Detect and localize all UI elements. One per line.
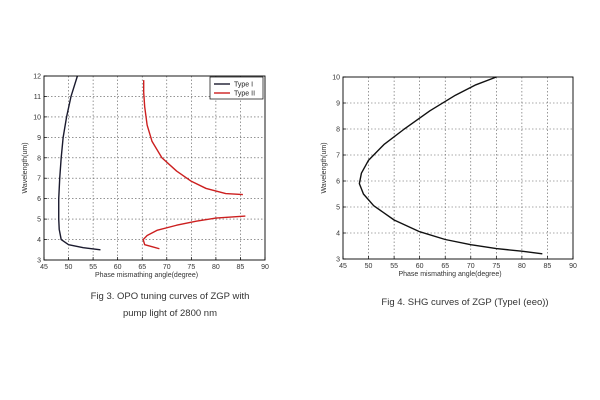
fig4-x-tick-label: 60	[416, 263, 424, 270]
fig4-y-axis-label: Wavelength(um)	[321, 142, 328, 193]
fig3-x-tick-label: 65	[138, 264, 146, 271]
fig3-y-tick-label: 9	[37, 135, 41, 142]
fig3-x-tick-label: 70	[163, 264, 171, 271]
fig3-caption: Fig 3. OPO tuning curves of ZGP with pum…	[60, 288, 280, 322]
fig4-y-tick-label: 3	[336, 257, 340, 264]
fig3-x-tick-label: 85	[237, 264, 245, 271]
fig3-series-type-i-line	[58, 75, 101, 251]
fig4-x-tick-label: 55	[390, 263, 398, 270]
fig3-y-tick-label: 3	[37, 258, 41, 265]
fig3-grid	[44, 76, 265, 260]
fig4-x-tick-label: 50	[365, 263, 373, 270]
fig3-legend: Type I Type II	[209, 76, 264, 100]
fig4-caption: Fig 4. SHG curves of ZGP (TypeI (eeo))	[345, 294, 585, 311]
fig4-x-tick-label: 45	[339, 263, 347, 270]
fig3-x-tick-label: 45	[40, 264, 48, 271]
fig3-y-tick-label: 10	[33, 114, 41, 121]
fig4-y-tick-label: 6	[336, 179, 340, 186]
fig4-caption-line1: Fig 4. SHG curves of ZGP (TypeI (eeo))	[381, 297, 549, 308]
fig3-x-tick-label: 90	[261, 264, 269, 271]
fig3-x-tick-label: 55	[89, 264, 97, 271]
fig4-y-tick-label: 9	[336, 101, 340, 108]
fig3-y-tick-label: 4	[37, 237, 41, 244]
fig4-series-curve-line	[358, 76, 543, 255]
fig4-x-tick-label: 70	[467, 263, 475, 270]
fig4-x-tick-label: 90	[569, 263, 577, 270]
fig4-y-tick-label: 10	[332, 75, 340, 82]
fig4-x-axis-label: Phase mismathing angle(degree)	[398, 271, 501, 278]
fig4-x-tick-label: 75	[492, 263, 500, 270]
fig3-y-tick-label: 7	[37, 176, 41, 183]
fig3-plot-frame	[43, 75, 266, 261]
fig3-plot-area	[44, 76, 265, 260]
fig4-y-tick-label: 4	[336, 231, 340, 238]
fig4-y-tick-label: 5	[336, 205, 340, 212]
fig3-y-axis-label: Wavelength(um)	[22, 142, 29, 193]
fig3-y-tick-label: 8	[37, 155, 41, 162]
fig3-x-axis-label: Phase mismathing angle(degree)	[95, 272, 198, 279]
fig3-y-tick-label: 12	[33, 74, 41, 81]
fig3-caption-line1: Fig 3. OPO tuning curves of ZGP with	[90, 291, 250, 302]
fig3-y-tick-label: 6	[37, 196, 41, 203]
fig3-caption-line2: pump light of 2800 nm	[122, 308, 217, 319]
fig3-x-tick-label: 60	[114, 264, 122, 271]
fig4-x-tick-label: 65	[441, 263, 449, 270]
fig3-x-tick-label: 75	[187, 264, 195, 271]
fig3-x-tick-label: 80	[212, 264, 220, 271]
fig3-y-tick-label: 11	[34, 94, 41, 101]
fig4-y-tick-label: 8	[336, 127, 340, 134]
fig4-y-tick-label: 7	[336, 153, 340, 160]
fig4-plot-frame	[342, 76, 574, 260]
fig3-y-tick-label: 5	[37, 217, 41, 224]
fig4-grid	[343, 77, 573, 259]
fig4-x-tick-label: 80	[518, 263, 526, 270]
fig3-x-tick-label: 50	[65, 264, 73, 271]
fig3-legend-label: Type I	[234, 82, 253, 89]
fig3-legend-label: Type II	[234, 91, 255, 98]
fig4-x-tick-label: 85	[544, 263, 552, 270]
fig3-series-type-ii-line	[142, 80, 246, 250]
fig4-plot-area	[343, 77, 573, 259]
